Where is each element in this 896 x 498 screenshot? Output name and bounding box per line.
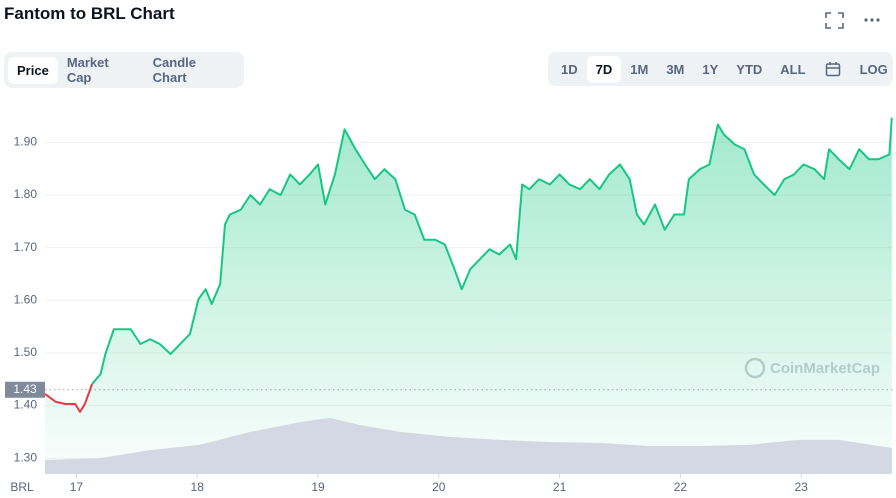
range-bar: 1D 7D 1M 3M 1Y YTD ALL LOG (548, 52, 893, 86)
y-tick-label: 1.60 (14, 292, 38, 306)
more-icon[interactable] (864, 18, 880, 22)
range-button[interactable]: ALL (780, 61, 806, 77)
x-tick-label: 21 (553, 480, 567, 494)
y-tick-label: 1.70 (14, 240, 38, 254)
price-line (44, 383, 94, 413)
range-button[interactable]: 1M (630, 61, 649, 77)
y-tick-label: 1.90 (14, 135, 38, 149)
x-tick-label: 23 (795, 480, 809, 494)
log-button[interactable]: LOG (859, 61, 888, 77)
calendar-button[interactable] (815, 61, 851, 77)
currency-label: BRL (10, 480, 34, 494)
price-line (91, 117, 893, 385)
range-button[interactable]: 1D (561, 61, 578, 77)
y-tick-label: 1.30 (14, 450, 38, 464)
reference-label: 1.43 (13, 382, 37, 396)
range-button[interactable]: 3M (666, 61, 685, 77)
tab[interactable]: Price (8, 56, 58, 84)
calendar-icon (825, 62, 840, 77)
x-tick-label: 22 (674, 480, 688, 494)
x-tick-label: 18 (191, 480, 205, 494)
x-tick-label: 20 (432, 480, 446, 494)
tab[interactable]: Market Cap (66, 55, 109, 85)
price-area (45, 117, 892, 475)
y-tick-label: 1.80 (14, 187, 38, 201)
range-button[interactable]: YTD (736, 61, 763, 77)
y-tick-label: 1.50 (14, 345, 38, 359)
y-tick-label: 1.40 (14, 398, 38, 412)
tab[interactable]: Candle Chart (152, 55, 197, 85)
range-button[interactable]: 7D (586, 55, 622, 83)
reference-label-box (5, 381, 45, 398)
x-tick-label: 17 (70, 480, 84, 494)
tab-bar: Price Market Cap Candle Chart (4, 52, 244, 88)
volume-area (45, 417, 892, 474)
range-button[interactable]: 1Y (702, 61, 719, 77)
expand-icon[interactable] (825, 12, 844, 29)
x-tick-label: 19 (311, 480, 325, 494)
title: Fantom to BRL Chart (4, 4, 175, 23)
